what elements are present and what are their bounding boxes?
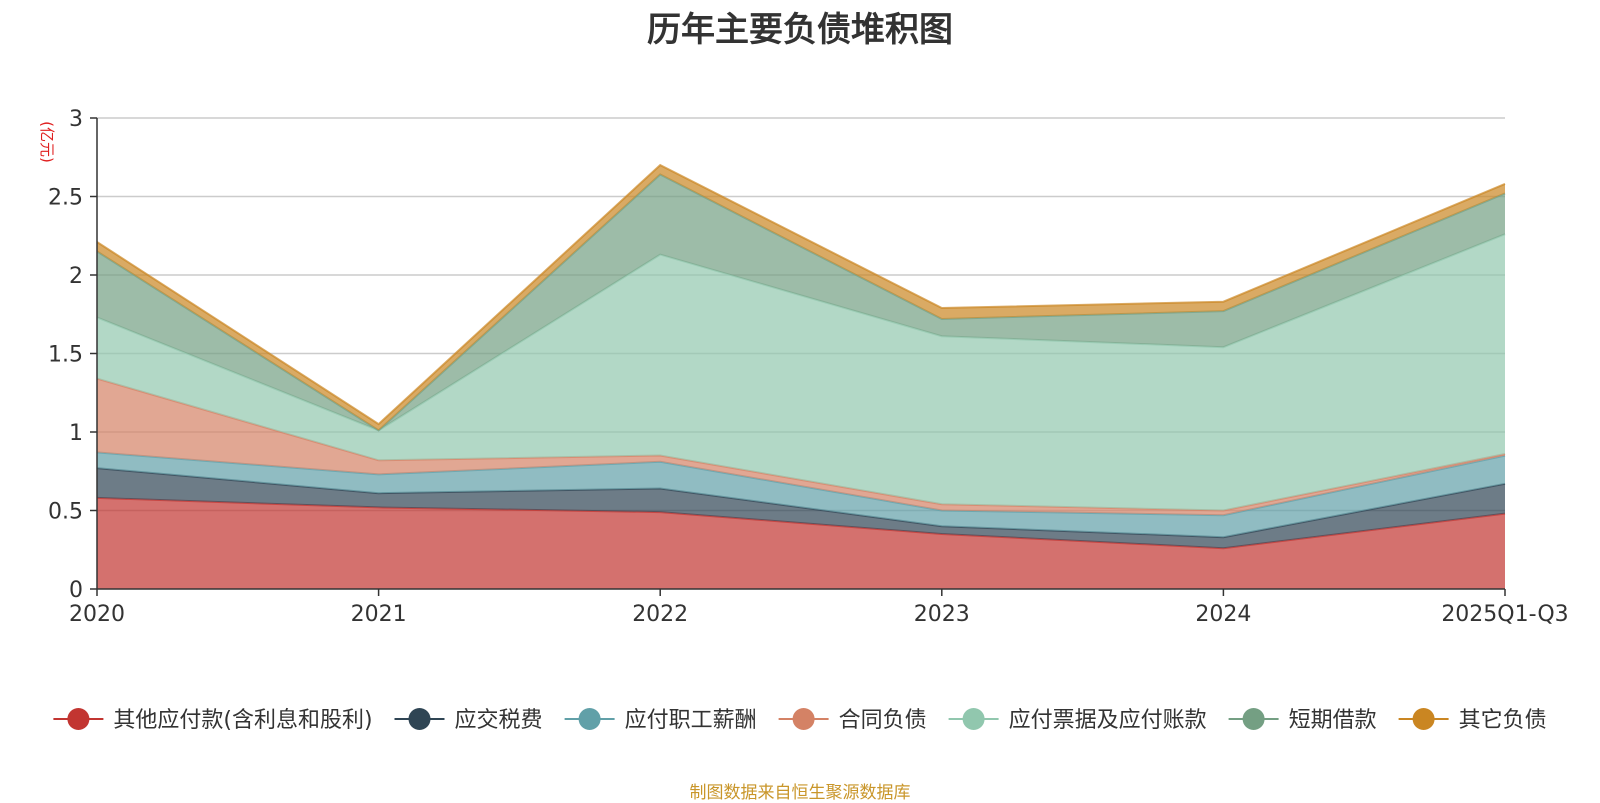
y-tick-label: 1.5 xyxy=(48,343,83,368)
legend-item-2[interactable]: 应付职工薪酬 xyxy=(564,708,757,733)
legend-item-4[interactable]: 应付票据及应付账款 xyxy=(948,708,1207,733)
y-tick-label: 2 xyxy=(69,264,83,289)
legend: 其他应付款(含利息和股利) 应交税费 应付职工薪酬 合同负债 应付票据及应付账款 短期借款… xyxy=(53,708,1547,733)
legend-marker-icon xyxy=(1242,708,1265,730)
legend-marker-icon xyxy=(408,708,431,730)
legend-label: 应付票据及应付账款 xyxy=(1009,708,1207,733)
legend-item-0[interactable]: 其他应付款(含利息和股利) xyxy=(53,708,373,733)
y-tick-label: 1 xyxy=(69,421,83,446)
x-tick-label: 2020 xyxy=(69,602,125,627)
x-tick-label: 2021 xyxy=(351,602,407,627)
y-tick-label: 3 xyxy=(69,107,83,132)
legend-label: 短期借款 xyxy=(1289,708,1377,733)
legend-item-6[interactable]: 其它负债 xyxy=(1398,708,1547,733)
legend-marker-icon xyxy=(578,708,601,730)
area-series-4[interactable] xyxy=(97,234,1505,511)
x-tick-label: 2023 xyxy=(914,602,970,627)
legend-item-3[interactable]: 合同负债 xyxy=(778,708,927,733)
legend-label: 合同负债 xyxy=(839,708,927,733)
legend-label: 其他应付款(含利息和股利) xyxy=(113,708,372,733)
area-series-6[interactable] xyxy=(97,165,1505,431)
y-axis-unit-label: (亿元) xyxy=(38,121,56,163)
area-line-series-6 xyxy=(96,163,1506,426)
x-tick-label: 2022 xyxy=(632,602,688,627)
y-tick-label: 2.5 xyxy=(48,186,83,211)
legend-marker-icon xyxy=(962,708,985,730)
chart-title: 历年主要负债堆积图 xyxy=(647,10,953,50)
area-series-0[interactable] xyxy=(97,497,1505,589)
y-tick-label: 0.5 xyxy=(48,500,83,525)
legend-marker-icon xyxy=(1412,708,1435,730)
x-tick-label: 2025Q1-Q3 xyxy=(1441,602,1568,627)
area-series-2[interactable] xyxy=(97,452,1505,538)
legend-label: 应付职工薪酬 xyxy=(625,708,757,733)
y-tick-label: 0 xyxy=(69,578,83,603)
legend-item-1[interactable]: 应交税费 xyxy=(394,708,543,733)
legend-item-5[interactable]: 短期借款 xyxy=(1228,708,1377,733)
legend-label: 其它负债 xyxy=(1459,708,1547,733)
axes: 0 0.5 1 1.5 2 2.5 3 2020 2021 2022 2023 2024 2025Q1-… xyxy=(38,107,1569,627)
x-tick-label: 2024 xyxy=(1195,602,1251,627)
legend-marker-icon xyxy=(67,708,90,730)
source-note: 制图数据来自恒生聚源数据库 xyxy=(689,783,911,803)
legend-marker-icon xyxy=(792,708,815,730)
legend-label: 应交税费 xyxy=(455,708,543,733)
stacked-areas xyxy=(96,163,1506,589)
